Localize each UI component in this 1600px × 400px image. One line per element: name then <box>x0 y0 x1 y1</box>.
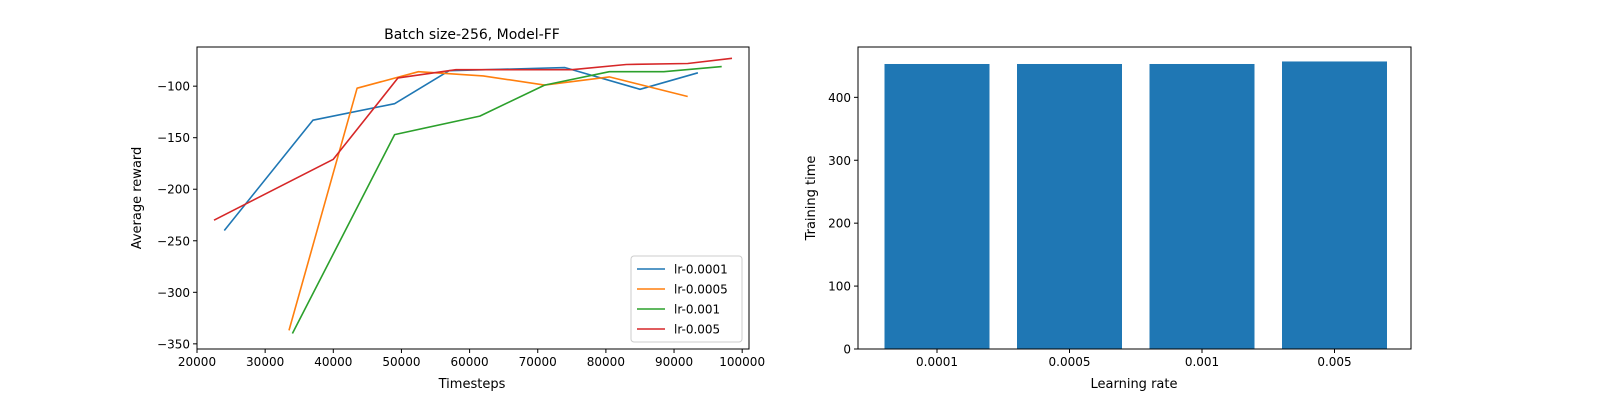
bar-chart-plot-area <box>884 61 1387 350</box>
x-tick-label: 40000 <box>314 355 352 369</box>
line-chart-y-label: Average reward <box>130 147 145 250</box>
y-tick-label: 0 <box>843 343 851 357</box>
line-chart-x-ticks: 20000 30000 40000 50000 60000 70000 80000 90000… <box>178 349 765 369</box>
bar-chart-x-label: Learning rate <box>1091 377 1178 392</box>
x-tick-label: 0.0001 <box>916 355 958 369</box>
series-line-lr-0.005 <box>213 57 733 221</box>
y-tick-label: 100 <box>828 280 851 294</box>
x-tick-label: 50000 <box>382 355 420 369</box>
line-chart-x-label: Timesteps <box>438 377 506 392</box>
bar-0.005 <box>1282 61 1387 350</box>
bar-chart-y-ticks: 0 100 200 300 400 <box>828 91 858 357</box>
bar-chart: 0.0001 0.0005 0.001 0.005 0 100 200 300 400 Lea… <box>804 46 1412 392</box>
bar-chart-x-ticks: 0.0001 0.0005 0.001 0.005 <box>916 349 1352 369</box>
x-tick-label: 100000 <box>719 355 765 369</box>
legend-box <box>630 255 743 343</box>
y-tick-label: −250 <box>157 234 190 248</box>
y-tick-label: −150 <box>157 131 190 145</box>
series-line-lr-0.0005 <box>288 70 688 331</box>
legend-label-lr-0.001: lr-0.001 <box>674 303 720 317</box>
x-tick-label: 90000 <box>655 355 693 369</box>
legend-label-lr-0.005: lr-0.005 <box>674 323 720 337</box>
line-chart-title: Batch size-256, Model-FF <box>384 27 560 43</box>
bar-chart-y-label: Training time <box>804 156 819 242</box>
line-chart-y-ticks: −350 −300 −250 −200 −150 −100 <box>157 80 197 351</box>
line-chart-plot-area <box>213 57 733 334</box>
line-chart-legend: lr-0.0001 lr-0.0005 lr-0.001 lr-0.005 <box>630 255 743 343</box>
x-tick-label: 70000 <box>519 355 557 369</box>
x-tick-label: 0.005 <box>1317 355 1351 369</box>
y-tick-label: −200 <box>157 183 190 197</box>
legend-label-lr-0.0005: lr-0.0005 <box>674 283 728 297</box>
y-tick-label: −300 <box>157 286 190 300</box>
x-tick-label: 30000 <box>246 355 284 369</box>
y-tick-label: 300 <box>828 154 851 168</box>
line-chart-frame <box>196 46 750 350</box>
y-tick-label: −350 <box>157 337 190 351</box>
x-tick-label: 0.001 <box>1185 355 1219 369</box>
series-line-lr-0.001 <box>291 65 722 334</box>
bar-0.001 <box>1149 63 1255 350</box>
bar-0.0001 <box>884 63 990 350</box>
bar-0.0005 <box>1017 63 1122 350</box>
x-tick-label: 0.0005 <box>1049 355 1091 369</box>
x-tick-label: 60000 <box>450 355 488 369</box>
y-tick-label: 200 <box>828 217 851 231</box>
bar-chart-frame <box>857 46 1412 350</box>
legend-label-lr-0.0001: lr-0.0001 <box>674 263 728 277</box>
y-tick-label: 400 <box>828 91 851 105</box>
x-tick-label: 80000 <box>587 355 625 369</box>
line-chart: Batch size-256, Model-FF 20000 30000 40000… <box>130 27 765 392</box>
y-tick-label: −100 <box>157 80 190 94</box>
x-tick-label: 20000 <box>178 355 216 369</box>
